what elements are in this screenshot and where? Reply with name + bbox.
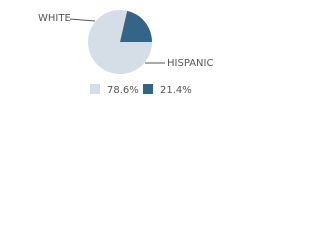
- legend-swatch: [143, 84, 153, 94]
- label-leader: [69, 18, 96, 22]
- pie-slice: [120, 10, 152, 42]
- chart: WHITE HISPANIC 78.6% 21.4%: [38, 9, 213, 96]
- legend-label: 21.4%: [160, 85, 192, 96]
- legend-label: 78.6%: [107, 85, 139, 96]
- slice-label: WHITE: [38, 13, 71, 24]
- legend-swatch: [90, 84, 100, 94]
- slice-label: HISPANIC: [167, 58, 213, 69]
